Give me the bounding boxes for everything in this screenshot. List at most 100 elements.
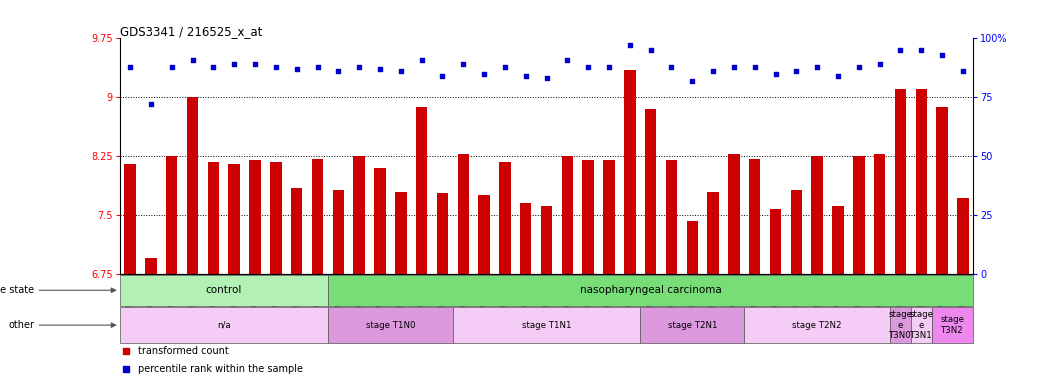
Bar	[770, 209, 781, 274]
Bar	[744, 307, 890, 343]
Bar	[396, 192, 406, 274]
Bar	[333, 190, 345, 274]
Point	[601, 64, 617, 70]
Bar	[312, 159, 323, 274]
Point	[392, 68, 409, 74]
Text: control: control	[206, 285, 242, 295]
Bar	[271, 162, 281, 274]
Text: GDS3341 / 216525_x_at: GDS3341 / 216525_x_at	[120, 25, 262, 38]
Point	[309, 64, 326, 70]
Bar	[625, 70, 635, 274]
Text: stage T1N1: stage T1N1	[522, 321, 572, 329]
Bar	[229, 164, 239, 274]
Point	[163, 64, 180, 70]
Point	[788, 68, 805, 74]
Bar	[854, 156, 864, 274]
Bar	[208, 162, 219, 274]
Point	[726, 64, 742, 70]
Text: stage T2N2: stage T2N2	[792, 321, 842, 329]
Point	[226, 61, 243, 67]
Bar	[290, 187, 302, 274]
Text: percentile rank within the sample: percentile rank within the sample	[138, 364, 304, 374]
Text: stage
T3N2: stage T3N2	[940, 315, 965, 335]
Point	[767, 71, 784, 77]
Bar	[666, 160, 678, 274]
Bar	[958, 198, 968, 274]
Bar	[541, 206, 553, 274]
Point	[955, 68, 971, 74]
Bar	[328, 275, 973, 306]
Point	[517, 73, 534, 79]
Point	[351, 64, 367, 70]
Bar	[833, 206, 843, 274]
Point	[205, 64, 222, 70]
Bar	[582, 160, 593, 274]
Point	[705, 68, 721, 74]
Bar	[791, 190, 802, 274]
Bar	[708, 192, 718, 274]
Point	[247, 61, 263, 67]
Point	[559, 56, 576, 63]
Point	[538, 75, 555, 81]
Bar	[520, 203, 532, 274]
Bar	[937, 107, 947, 274]
Point	[497, 64, 513, 70]
Point	[913, 47, 930, 53]
Point	[184, 56, 201, 63]
Point	[476, 71, 492, 77]
Point	[413, 56, 430, 63]
Bar	[146, 258, 156, 274]
Point	[871, 61, 888, 67]
Text: stage
e
T3N0: stage e T3N0	[888, 310, 913, 340]
Bar	[812, 156, 822, 274]
Bar	[500, 162, 511, 274]
Bar	[187, 97, 198, 274]
Point	[934, 52, 950, 58]
Point	[268, 64, 284, 70]
Bar	[353, 156, 364, 274]
Bar	[562, 156, 573, 274]
Bar	[120, 275, 328, 306]
Bar	[416, 107, 428, 274]
Bar	[458, 154, 468, 274]
Bar	[640, 307, 744, 343]
Bar	[328, 307, 453, 343]
Bar	[120, 307, 328, 343]
Bar	[479, 195, 490, 274]
Point	[746, 64, 763, 70]
Bar	[750, 159, 760, 274]
Point	[684, 78, 701, 84]
Point	[580, 64, 596, 70]
Point	[809, 64, 826, 70]
Bar	[453, 307, 640, 343]
Text: stage
e
T3N1: stage e T3N1	[909, 310, 934, 340]
Point	[434, 73, 451, 79]
Text: stage T1N0: stage T1N0	[365, 321, 415, 329]
Bar	[729, 154, 739, 274]
Point	[830, 73, 846, 79]
Bar	[604, 160, 615, 274]
Bar	[916, 89, 926, 274]
Bar	[895, 89, 906, 274]
Point	[330, 68, 347, 74]
Bar	[375, 168, 386, 274]
Bar	[644, 109, 656, 274]
Bar	[874, 154, 885, 274]
Bar	[250, 160, 260, 274]
Point	[642, 47, 659, 53]
Text: transformed count: transformed count	[138, 346, 229, 356]
Bar	[932, 307, 973, 343]
Text: nasopharyngeal carcinoma: nasopharyngeal carcinoma	[580, 285, 721, 295]
Point	[892, 47, 909, 53]
Point	[122, 64, 138, 70]
Bar	[167, 156, 177, 274]
Text: other: other	[8, 320, 34, 330]
Point	[663, 64, 680, 70]
Text: stage T2N1: stage T2N1	[667, 321, 717, 329]
Point	[455, 61, 472, 67]
Point	[372, 66, 388, 72]
Bar	[911, 307, 932, 343]
Point	[143, 101, 159, 108]
Text: disease state: disease state	[0, 285, 34, 295]
Text: n/a: n/a	[217, 321, 231, 329]
